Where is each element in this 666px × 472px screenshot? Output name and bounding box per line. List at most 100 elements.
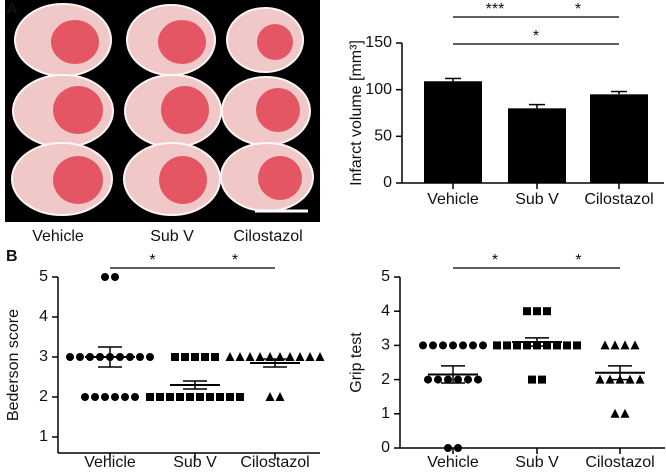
data-point <box>201 353 209 361</box>
panel-label: A <box>6 1 18 18</box>
data-point <box>225 352 235 361</box>
data-point <box>265 392 275 401</box>
significance-label: * <box>575 1 581 18</box>
data-point <box>459 341 467 350</box>
data-point <box>573 341 581 350</box>
data-point <box>600 340 610 350</box>
data-point <box>275 392 285 401</box>
x-tick-label: Cilostazol <box>240 454 309 471</box>
data-point <box>111 273 119 281</box>
panel-label: B <box>6 248 18 265</box>
data-point <box>211 353 219 361</box>
data-point <box>444 444 452 452</box>
data-point <box>81 393 89 401</box>
data-point <box>166 393 174 401</box>
data-point <box>429 341 437 350</box>
x-tick-label: Vehicle <box>427 191 479 208</box>
data-point <box>419 341 427 350</box>
image-label: Vehicle <box>32 228 84 245</box>
data-point <box>635 374 645 384</box>
data-point <box>630 340 640 350</box>
x-tick-label: Sub V <box>173 454 217 471</box>
data-point <box>439 341 447 350</box>
y-tick-label: 4 <box>39 308 48 325</box>
significance-label: * <box>232 252 238 269</box>
data-point <box>454 444 462 452</box>
data-point <box>121 393 129 401</box>
data-point <box>91 393 99 401</box>
y-tick-label: 1 <box>39 428 48 445</box>
data-point <box>235 352 245 361</box>
data-point <box>101 393 109 401</box>
y-tick-label: 1 <box>381 405 390 422</box>
significance-label: * <box>533 28 539 45</box>
data-point <box>454 375 462 384</box>
y-tick-label: 2 <box>39 388 48 405</box>
y-tick-label: 5 <box>39 268 48 285</box>
data-point <box>171 353 179 361</box>
x-tick-label: Cilostazol <box>585 454 654 471</box>
y-tick-label: 3 <box>381 337 390 354</box>
data-point <box>528 375 536 384</box>
significance-label: *** <box>486 1 505 18</box>
image-label: Sub V <box>150 228 194 245</box>
data-point <box>156 393 164 401</box>
x-tick-label: Vehicle <box>84 454 136 471</box>
data-point <box>226 393 234 401</box>
data-point <box>76 353 84 361</box>
data-point <box>66 353 74 361</box>
x-tick-label: Cilostazol <box>584 191 653 208</box>
y-tick-label: 4 <box>381 302 390 319</box>
bar <box>508 108 566 183</box>
data-point <box>146 393 154 401</box>
data-point <box>493 341 501 350</box>
data-point <box>216 393 224 401</box>
y-tick-label: 0 <box>383 174 392 191</box>
bar <box>424 81 482 183</box>
data-point <box>503 341 511 350</box>
data-point <box>131 393 139 401</box>
data-point <box>464 375 472 384</box>
data-point <box>538 375 546 384</box>
data-point <box>176 393 184 401</box>
data-point <box>610 408 620 418</box>
data-point <box>620 340 630 350</box>
data-point <box>255 352 265 361</box>
data-point <box>479 341 487 350</box>
data-point <box>136 353 144 361</box>
data-point <box>444 375 452 384</box>
data-point <box>563 341 571 350</box>
data-point <box>595 374 605 384</box>
y-axis-label: Bederson score <box>5 309 22 421</box>
data-point <box>196 393 204 401</box>
y-tick-label: 0 <box>381 439 390 456</box>
data-point <box>146 353 154 361</box>
data-point <box>245 352 255 361</box>
y-tick-label: 2 <box>381 371 390 388</box>
data-point <box>434 375 442 384</box>
x-tick-label: Sub V <box>515 454 559 471</box>
y-tick-label: 5 <box>381 268 390 285</box>
data-point <box>553 341 561 350</box>
data-point <box>543 307 551 316</box>
significance-label: * <box>492 252 498 269</box>
data-point <box>206 393 214 401</box>
data-point <box>620 408 630 418</box>
y-tick-label: 150 <box>365 34 392 51</box>
y-tick-label: 100 <box>365 81 392 98</box>
data-point <box>285 352 295 361</box>
data-point <box>181 353 189 361</box>
data-point <box>469 341 477 350</box>
data-point <box>191 353 199 361</box>
brain-photo <box>5 0 320 222</box>
data-point <box>236 393 244 401</box>
data-point <box>533 307 541 316</box>
data-point <box>449 341 457 350</box>
data-point <box>424 375 432 384</box>
significance-label: * <box>575 252 581 269</box>
data-point <box>101 273 109 281</box>
x-tick-label: Sub V <box>515 191 559 208</box>
y-tick-label: 3 <box>39 348 48 365</box>
data-point <box>295 352 305 361</box>
